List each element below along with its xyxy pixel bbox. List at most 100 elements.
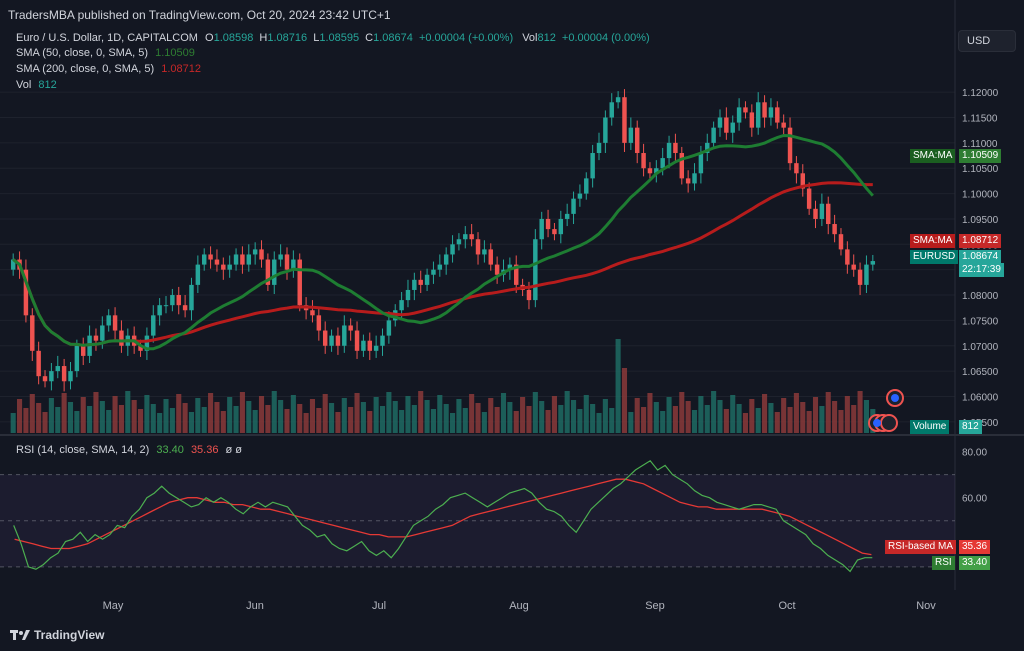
rsi-ma-line bbox=[14, 478, 872, 556]
sma50-badge: SMA:MA bbox=[910, 149, 956, 163]
volume-legend[interactable]: Vol 812 bbox=[16, 79, 61, 91]
candle-body bbox=[603, 117, 608, 143]
volume-bar bbox=[844, 396, 850, 433]
volume-bar bbox=[67, 402, 74, 433]
volume-bar bbox=[774, 412, 780, 433]
candle-body bbox=[342, 325, 347, 346]
volume-bar bbox=[450, 413, 456, 433]
volume-bar bbox=[252, 410, 258, 433]
volume-bar bbox=[74, 411, 80, 433]
volume-bar bbox=[118, 405, 124, 433]
vol-value: 812 bbox=[537, 32, 556, 44]
low-label: L bbox=[313, 32, 320, 44]
candle-body bbox=[399, 300, 404, 311]
volume-bar bbox=[602, 399, 608, 433]
event-flag-icon[interactable] bbox=[880, 414, 898, 432]
candle-body bbox=[787, 127, 793, 164]
candle-body bbox=[781, 122, 786, 128]
candle-body bbox=[55, 366, 60, 372]
time-tick-label: Jun bbox=[246, 600, 264, 612]
volume-bar bbox=[500, 393, 507, 433]
candle-body bbox=[851, 264, 856, 270]
time-tick-label: Aug bbox=[509, 600, 529, 612]
candle-body bbox=[405, 289, 411, 301]
volume-legend-label: Vol bbox=[16, 79, 32, 91]
volume-bar bbox=[762, 394, 768, 433]
volume-bar bbox=[341, 398, 347, 433]
candle-body bbox=[838, 234, 844, 250]
sma200-legend[interactable]: SMA (200, close, 0, SMA, 5) 1.08712 bbox=[16, 63, 205, 75]
candle-body bbox=[596, 142, 602, 154]
candle-body bbox=[443, 254, 449, 265]
volume-bar bbox=[832, 401, 838, 433]
sma50-legend[interactable]: SMA (50, close, 0, SMA, 5) 1.10509 bbox=[16, 47, 199, 59]
candle-body bbox=[208, 254, 213, 260]
volume-bar bbox=[857, 391, 863, 433]
candle-body bbox=[832, 224, 837, 235]
candle-body bbox=[259, 249, 264, 260]
volume-bar bbox=[742, 413, 749, 433]
candle-body bbox=[272, 259, 277, 285]
candle-body bbox=[660, 158, 665, 169]
currency-button[interactable]: USD bbox=[958, 30, 1016, 52]
candle-body bbox=[36, 350, 41, 377]
candle-body bbox=[806, 188, 812, 209]
volume-bar bbox=[672, 406, 678, 433]
volume-bar bbox=[303, 413, 309, 433]
volume-bar bbox=[647, 393, 653, 433]
volume-bar bbox=[787, 407, 793, 433]
candle-body bbox=[571, 198, 576, 214]
sma50-value: 1.10509 bbox=[155, 47, 195, 59]
candle-body bbox=[539, 218, 544, 240]
volume-bar bbox=[736, 404, 742, 433]
footer-brand[interactable]: TradingView bbox=[10, 628, 104, 642]
price-tick-label: 1.07500 bbox=[962, 316, 999, 327]
volume-bar bbox=[615, 339, 621, 433]
volume-bar bbox=[278, 400, 284, 433]
volume-bar bbox=[583, 395, 589, 433]
volume-bar bbox=[169, 408, 175, 433]
rsi-legend[interactable]: RSI (14, close, SMA, 14, 2) 33.40 35.36 … bbox=[16, 444, 246, 456]
candle-body bbox=[482, 249, 487, 255]
candle-body bbox=[634, 127, 640, 154]
volume-bar bbox=[520, 397, 526, 433]
candle-body bbox=[864, 264, 869, 285]
rsi-pane: 80.00 60.00 bbox=[0, 448, 987, 573]
price-tick-label: 1.08000 bbox=[962, 291, 999, 302]
sma50-price-badge: 1.10509 bbox=[959, 149, 1002, 163]
volume-bar bbox=[29, 394, 35, 433]
candle-body bbox=[679, 153, 685, 179]
rsima-value-badge: 35.36 bbox=[959, 540, 991, 554]
volume-bar bbox=[150, 404, 156, 433]
candle-body bbox=[628, 127, 634, 143]
price-tick-label: 1.09500 bbox=[962, 215, 999, 226]
event-icons[interactable] bbox=[862, 388, 912, 434]
candle-body bbox=[755, 102, 761, 128]
volume-bar bbox=[265, 405, 271, 433]
candle-body bbox=[494, 264, 500, 275]
volume-bar bbox=[48, 398, 54, 433]
last-price-badge: 1.08674 bbox=[959, 250, 1002, 264]
candle-body bbox=[61, 366, 67, 382]
volume-bar bbox=[679, 392, 685, 433]
volume-bar bbox=[768, 403, 774, 433]
candle-body bbox=[157, 305, 162, 316]
volume-bar bbox=[730, 395, 736, 433]
change-value: +0.00004 (+0.00%) bbox=[418, 32, 514, 44]
volume-bar bbox=[399, 410, 405, 433]
tradingview-logo-icon bbox=[10, 630, 30, 640]
candle-body bbox=[182, 305, 188, 311]
volume-bar bbox=[354, 393, 360, 433]
symbol-legend[interactable]: Euro / U.S. Dollar, 1D, CAPITALCOM O1.08… bbox=[16, 32, 658, 44]
volume-bar bbox=[488, 398, 494, 433]
time-axis[interactable]: May Jun Jul Aug Sep Oct Nov bbox=[103, 600, 937, 612]
volume-bar bbox=[653, 402, 659, 433]
candle-body bbox=[214, 259, 220, 265]
volume-legend-value: 812 bbox=[38, 79, 57, 91]
candle-body bbox=[74, 345, 80, 372]
time-tick-label: May bbox=[103, 600, 124, 612]
volume-bar bbox=[609, 408, 615, 433]
candle-body bbox=[819, 203, 825, 219]
volume-bar bbox=[570, 400, 577, 433]
